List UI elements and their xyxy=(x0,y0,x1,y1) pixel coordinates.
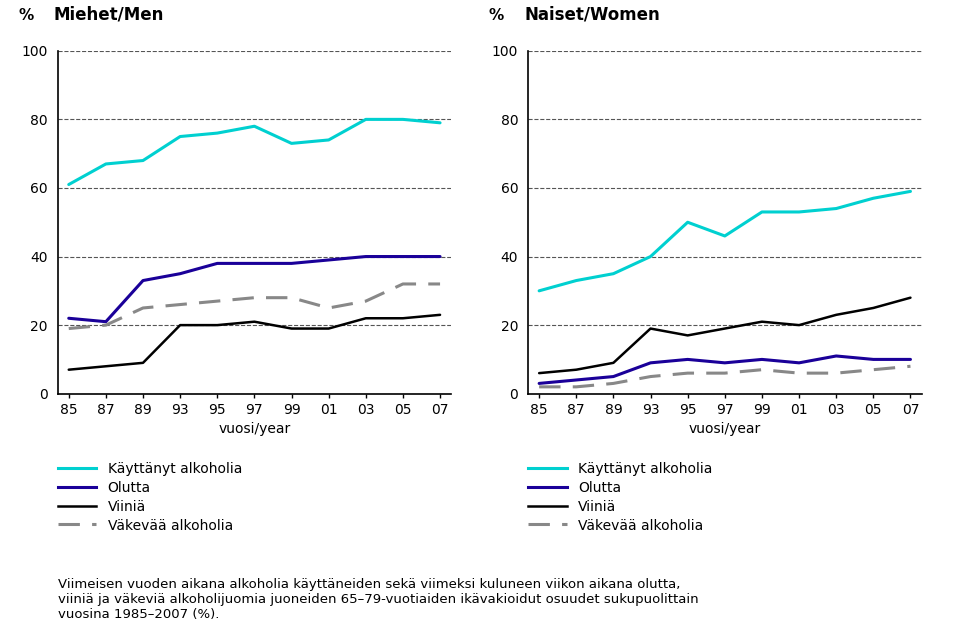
X-axis label: vuosi/year: vuosi/year xyxy=(218,422,291,436)
Legend: Käyttänyt alkoholia, Olutta, Viiniä, Väkevää alkoholia: Käyttänyt alkoholia, Olutta, Viiniä, Väk… xyxy=(528,462,712,533)
Text: Naiset/Women: Naiset/Women xyxy=(524,5,660,23)
Text: Viimeisen vuoden aikana alkoholia käyttäneiden sekä viimeksi kuluneen viikon aik: Viimeisen vuoden aikana alkoholia käyttä… xyxy=(58,578,698,621)
Legend: Käyttänyt alkoholia, Olutta, Viiniä, Väkevää alkoholia: Käyttänyt alkoholia, Olutta, Viiniä, Väk… xyxy=(58,462,242,533)
Text: %: % xyxy=(489,8,504,23)
X-axis label: vuosi/year: vuosi/year xyxy=(688,422,761,436)
Text: Miehet/Men: Miehet/Men xyxy=(54,5,164,23)
Text: %: % xyxy=(18,8,34,23)
